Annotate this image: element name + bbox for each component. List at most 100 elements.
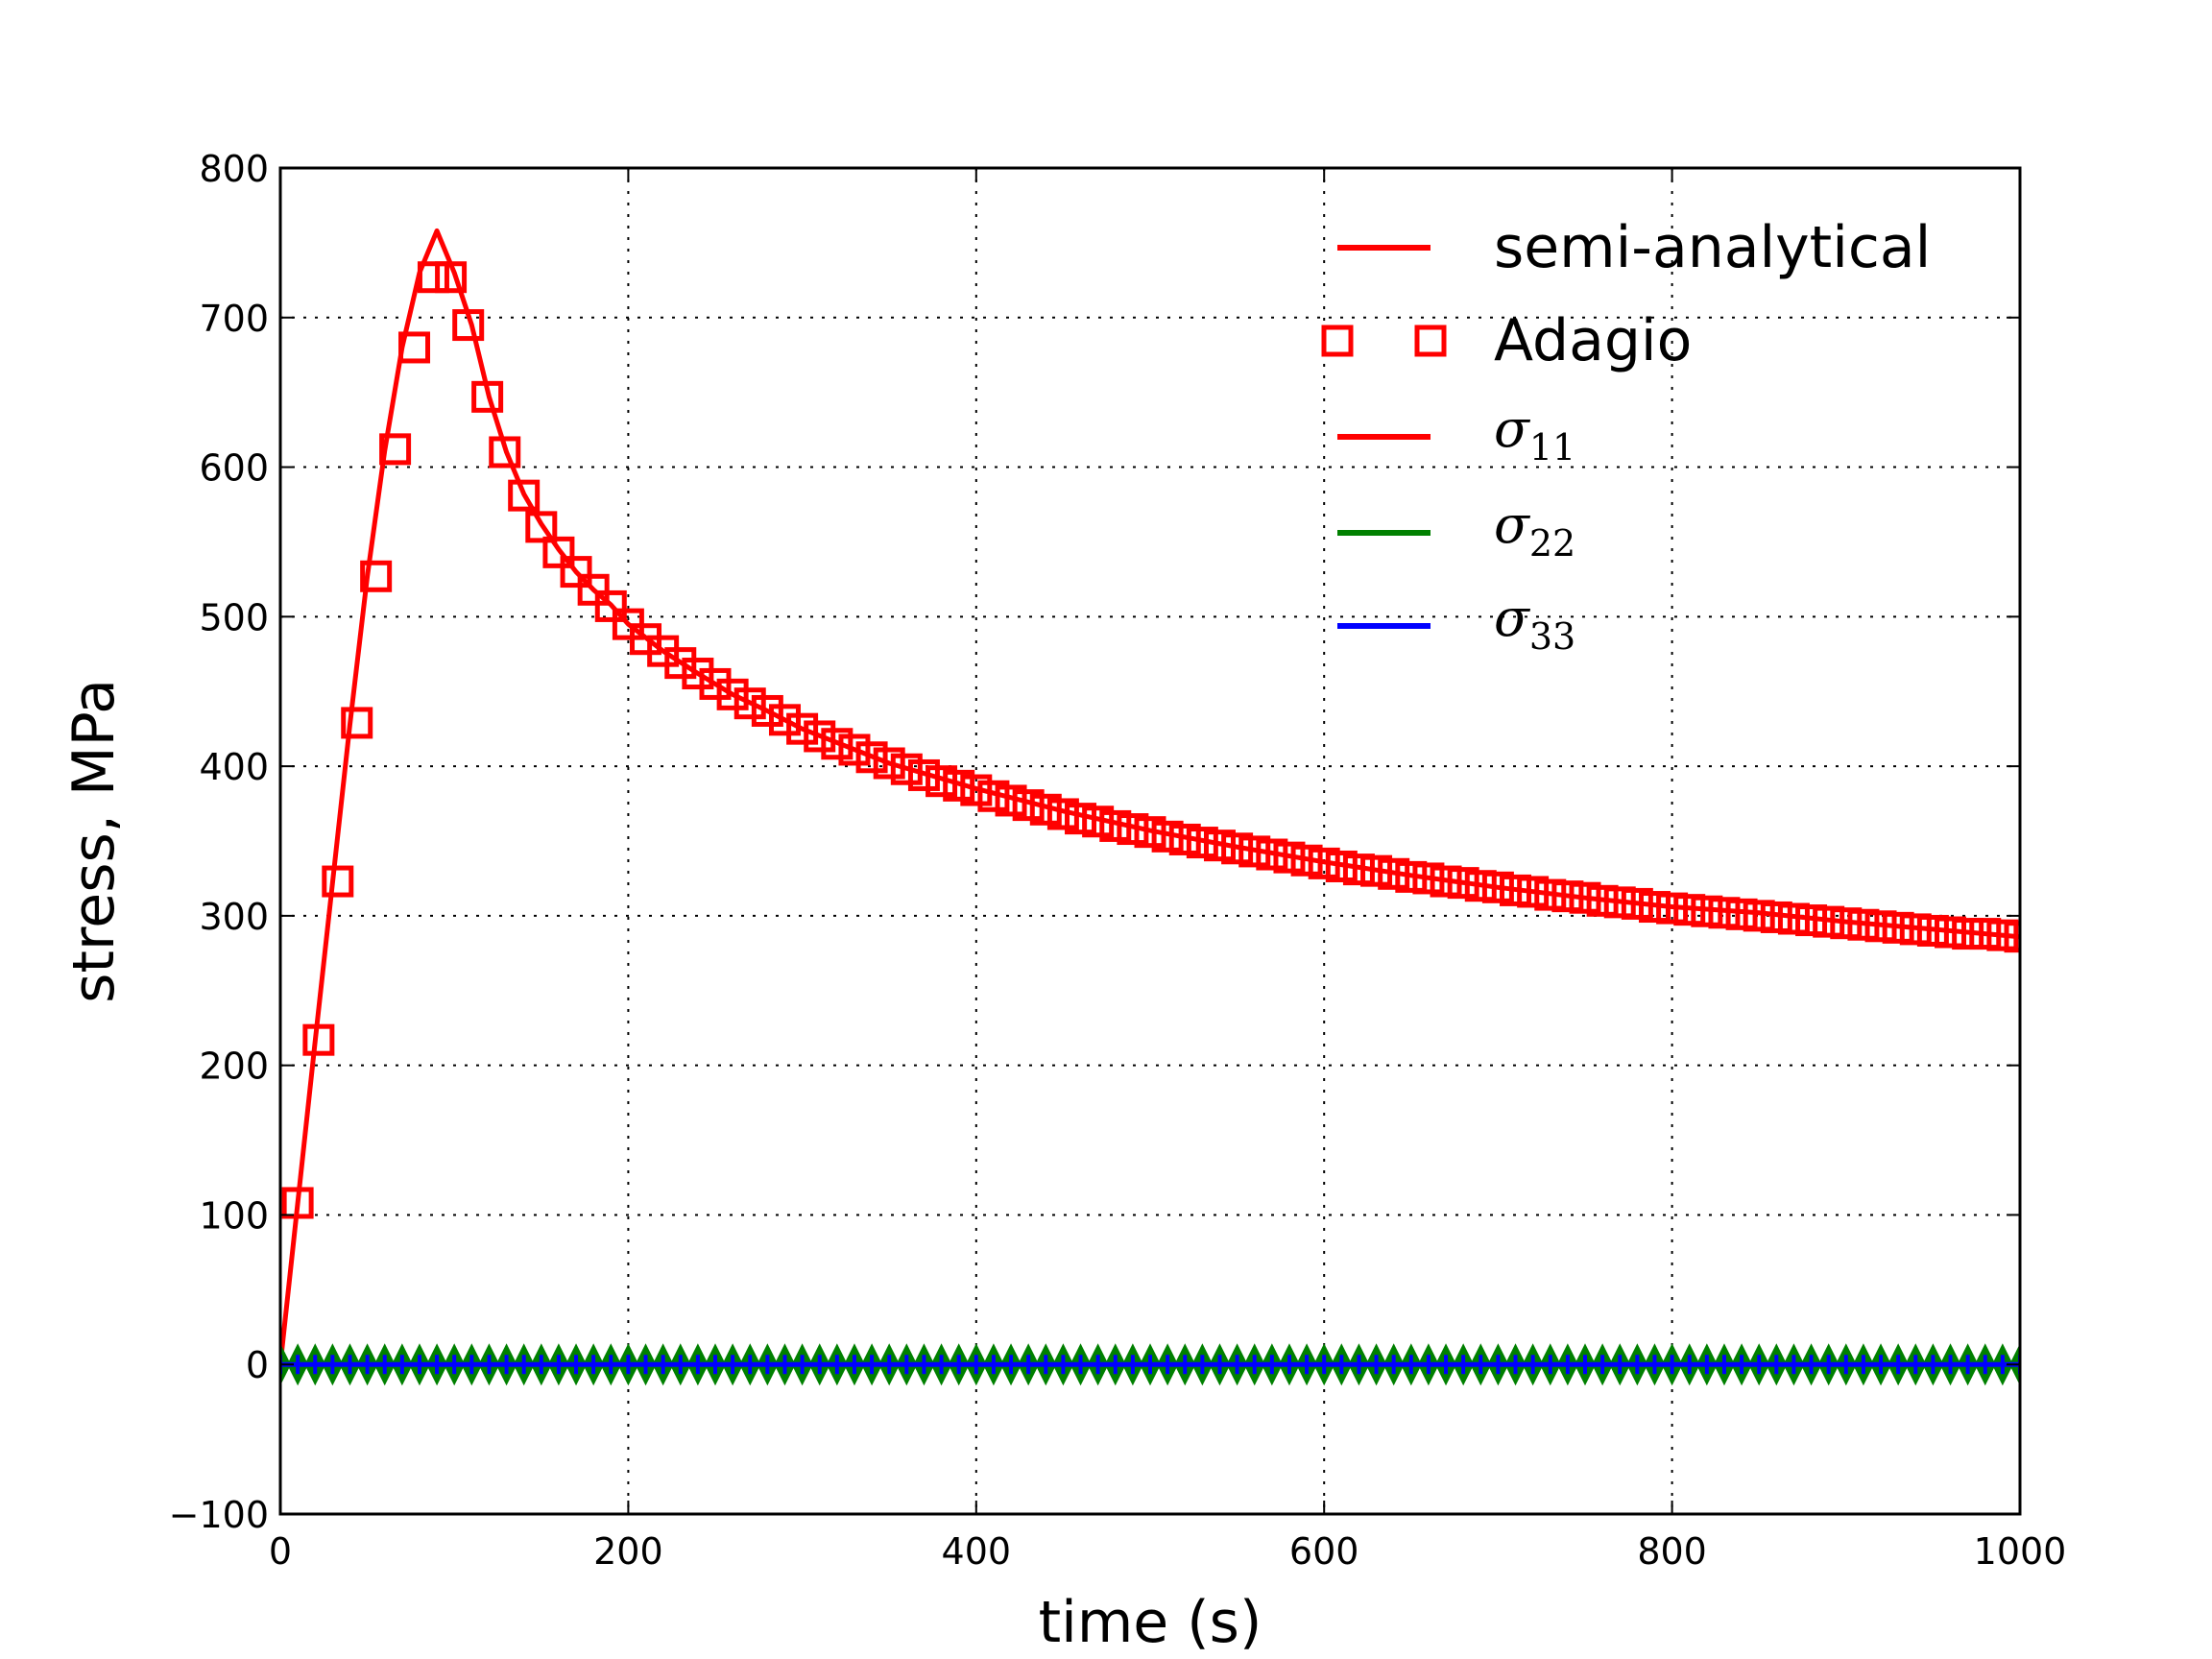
adagio-square-marker	[977, 780, 1010, 812]
adagio-square-marker	[1986, 919, 2019, 951]
adagio-square-marker	[1864, 910, 1897, 943]
legend-label-subscript: 33	[1529, 615, 1575, 658]
adagio-square-marker	[452, 309, 485, 342]
adagio-square-marker	[1238, 835, 1271, 868]
adagio-square-marker	[1882, 911, 1914, 944]
adagio-square-marker	[341, 707, 373, 739]
adagio-square-marker	[1517, 876, 1550, 908]
adagio-square-marker	[1082, 805, 1115, 838]
y-tick-label: 400	[199, 746, 269, 788]
y-tick-label: 800	[199, 148, 269, 190]
adagio-square-marker	[907, 758, 940, 791]
adagio-square-marker	[1117, 813, 1149, 846]
x-tick-label: 400	[942, 1530, 1012, 1573]
adagio-square-marker	[1969, 918, 2002, 950]
legend-label: Adagio	[1494, 307, 1692, 374]
semi-analytical-line	[280, 228, 2020, 1365]
adagio-square-marker	[682, 658, 714, 690]
adagio-square-marker	[1186, 827, 1218, 859]
adagio-square-marker	[1273, 841, 1306, 874]
adagio-square-marker	[751, 694, 783, 727]
adagio-square-marker	[1656, 892, 1689, 925]
adagio-square-marker	[1569, 881, 1601, 914]
y-tick-label: 500	[199, 596, 269, 638]
adagio-square-marker	[1378, 857, 1410, 890]
adagio-square-marker	[1847, 908, 1880, 941]
adagio-square-marker	[1760, 901, 1792, 933]
x-tick-label: 0	[269, 1530, 292, 1573]
adagio-square-marker	[1725, 898, 1758, 930]
adagio-square-marker	[890, 753, 923, 785]
adagio-square-marker	[1308, 847, 1340, 879]
adagio-square-marker	[1952, 918, 1984, 950]
adagio-square-marker	[995, 784, 1027, 817]
adagio-square-marker	[1151, 820, 1184, 853]
y-tick-label: 0	[246, 1344, 269, 1386]
adagio-square-marker	[379, 433, 412, 466]
y-tick-label: −100	[169, 1494, 269, 1536]
adagio-square-marker	[560, 556, 592, 589]
adagio-square-marker	[1325, 850, 1358, 882]
adagio-square-marker	[525, 511, 558, 543]
plot-frame	[278, 166, 2022, 1516]
adagio-square-marker	[1795, 904, 1828, 937]
adagio-square-marker	[664, 647, 697, 680]
adagio-square-marker	[1708, 897, 1741, 929]
adagio-square-marker	[786, 712, 819, 745]
adagio-square-marker	[1395, 860, 1428, 893]
adagio-square-marker	[577, 573, 610, 606]
adagio-square-marker	[873, 747, 905, 780]
legend-label-subscript: 22	[1529, 522, 1575, 565]
adagio-square-marker	[417, 261, 449, 294]
adagio-square-marker	[1099, 809, 1132, 842]
adagio-square-marker	[1621, 887, 1653, 920]
adagio-square-marker	[1691, 895, 1723, 927]
legend-square-handle	[1321, 325, 1354, 357]
adagio-square-marker	[1813, 905, 1845, 938]
plot-area	[280, 228, 2020, 1386]
adagio-square-marker	[1500, 874, 1532, 906]
adagio-square-marker	[804, 720, 836, 753]
adagio-square-marker	[1360, 854, 1393, 887]
adagio-square-marker	[302, 1023, 335, 1056]
adagio-square-marker	[1029, 793, 1062, 826]
adagio-square-marker	[360, 560, 393, 592]
adagio-square-marker	[733, 687, 766, 720]
y-tick-label: 600	[199, 447, 269, 490]
y-tick-label: 300	[199, 896, 269, 938]
adagio-square-marker	[960, 774, 993, 806]
x-tick-label: 800	[1637, 1530, 1707, 1573]
legend-square-handle	[1414, 325, 1447, 357]
adagio-square-marker	[322, 865, 354, 898]
x-tick-label: 200	[593, 1530, 663, 1573]
x-axis-label: time (s)	[1039, 1589, 1262, 1656]
adagio-square-marker	[508, 479, 541, 512]
adagio-square-marker	[1481, 871, 1514, 903]
adagio-square-marker	[855, 741, 888, 774]
adagio-square-marker	[768, 704, 801, 736]
adagio-square-marker	[1603, 886, 1636, 919]
adagio-square-marker	[398, 331, 431, 364]
adagio-square-marker	[1830, 907, 1863, 940]
adagio-square-marker	[1256, 838, 1288, 871]
adagio-square-marker	[1046, 798, 1079, 830]
adagio-square-marker	[1743, 900, 1775, 932]
adagio-square-marker	[1412, 862, 1445, 895]
adagio-square-marker	[699, 667, 732, 700]
adagio-square-marker	[943, 769, 975, 802]
adagio-square-marker	[1638, 891, 1671, 924]
adagio-square-marker	[594, 589, 627, 622]
adagio-square-marker	[1221, 832, 1254, 865]
legend-label: semi-analytical	[1494, 214, 1931, 281]
adagio-square-marker	[926, 765, 958, 798]
adagio-square-marker	[1673, 894, 1706, 926]
adagio-square-marker	[1134, 816, 1166, 849]
adagio-square-marker	[1447, 867, 1479, 900]
adagio-square-marker	[471, 380, 504, 413]
adagio-square-marker	[1203, 830, 1236, 862]
adagio-square-marker	[1916, 914, 1949, 947]
y-tick-label: 700	[199, 298, 269, 340]
adagio-square-marker	[2004, 921, 2020, 953]
adagio-square-marker	[1551, 880, 1584, 913]
